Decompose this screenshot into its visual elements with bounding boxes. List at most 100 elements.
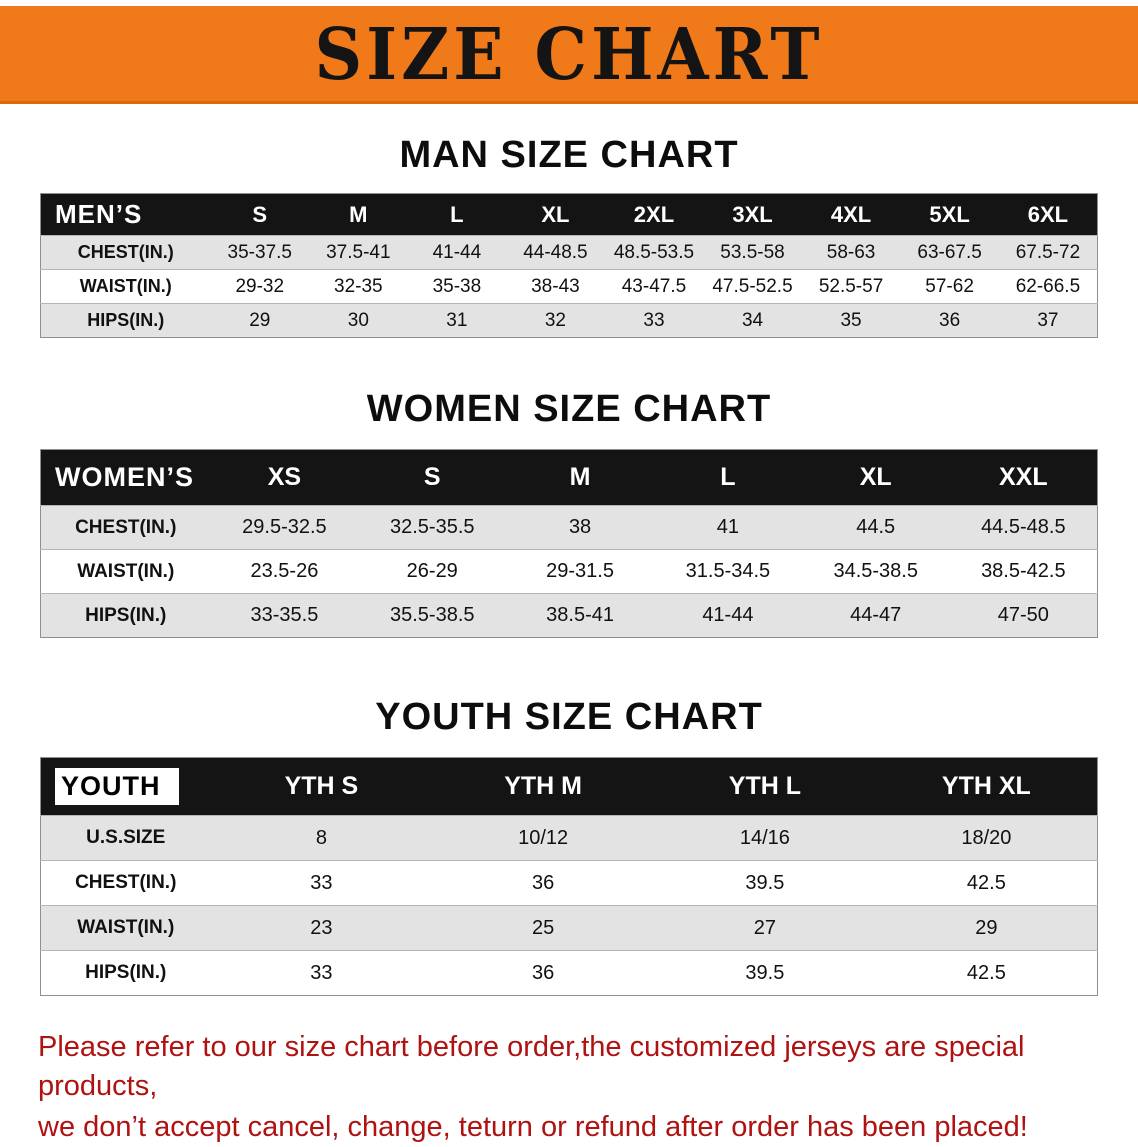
measurement-value: 36 <box>532 871 555 894</box>
measurement-label: WAIST(IN.) <box>77 560 175 582</box>
size-column-header: 6XL <box>998 193 1098 236</box>
table-header-row: MEN’S S M L XL 2XL 3XL 4XL 5XL 6XL <box>40 193 1098 236</box>
measurement-value: 43-47.5 <box>621 275 687 297</box>
measurement-value: 39.5 <box>745 961 785 984</box>
measurement-value: 8 <box>210 815 433 861</box>
size-column-header: S <box>358 449 507 506</box>
measurement-value: 23 <box>210 905 433 951</box>
measurement-value: 32 <box>506 303 605 338</box>
measurement-value: 33 <box>604 303 704 338</box>
measurement-row: HIPS(IN.) 29 30 31 32 33 34 35 36 37 <box>40 303 1098 338</box>
measurement-label: CHEST(IN.) <box>75 872 177 893</box>
size-column-header: XL <box>506 193 605 236</box>
size-column-header: L <box>653 449 802 506</box>
size-chart-page: SIZE CHART MAN SIZE CHART MEN’S S M L XL 2XL 3… <box>0 6 1138 1143</box>
measurement-value: 52.5-57 <box>818 275 884 297</box>
measurement-value: 31.5-34.5 <box>685 560 771 582</box>
section-title-men: MAN SIZE CHART <box>399 134 739 176</box>
measurement-row: HIPS(IN.) 33-35.5 35.5-38.5 38.5-41 41-44 44-… <box>40 593 1098 638</box>
measurement-label: CHEST(IN.) <box>40 505 211 550</box>
measurement-label: WAIST(IN.) <box>79 276 172 296</box>
measurement-value: 29 <box>875 905 1098 951</box>
women-size-table: WOMEN’S XS S M L XL XXL CHEST(IN.) 29.5-32.5 32.5… <box>40 449 1098 638</box>
measurement-value: 31 <box>407 303 507 338</box>
table-group-label-text: MEN’S <box>55 199 143 229</box>
size-column-header: XS <box>210 449 359 506</box>
measurement-label: HIPS(IN.) <box>85 962 167 983</box>
measurement-value: 62-66.5 <box>1015 275 1081 297</box>
table-group-label-text: WOMEN’S <box>55 462 194 492</box>
disclaimer-line-2: we don’t accept cancel, change, teturn o… <box>38 1111 1028 1144</box>
measurement-label: U.S.SIZE <box>40 815 211 861</box>
measurement-value: 38 <box>506 505 654 550</box>
measurement-row: CHEST(IN.) 33 36 39.5 42.5 <box>40 860 1098 906</box>
section-men: MAN SIZE CHART MEN’S S M L XL 2XL 3XL 4XL 5XL 6XL… <box>0 134 1138 338</box>
measurement-value: 44-47 <box>801 593 950 638</box>
banner: SIZE CHART <box>0 6 1138 104</box>
measurement-value: 36 <box>532 961 555 984</box>
measurement-value: 14/16 <box>654 815 876 861</box>
section-women: WOMEN SIZE CHART WOMEN’S XS S M L XL XXL CHEST(… <box>0 388 1138 638</box>
measurement-value: 67.5-72 <box>998 235 1098 270</box>
measurement-value: 53.5-58 <box>703 235 802 270</box>
measurement-value: 37 <box>998 303 1098 338</box>
men-size-table: MEN’S S M L XL 2XL 3XL 4XL 5XL 6XL CHEST(IN.) 35-37… <box>40 193 1098 338</box>
measurement-value: 44-48.5 <box>506 235 605 270</box>
measurement-label: WAIST(IN.) <box>40 905 211 951</box>
measurement-value: 47.5-52.5 <box>712 275 793 297</box>
section-title-women: WOMEN SIZE CHART <box>366 388 772 430</box>
measurement-value: 42.5 <box>966 961 1006 984</box>
measurement-value: 57-62 <box>925 275 974 297</box>
measurement-row: HIPS(IN.) 33 36 39.5 42.5 <box>40 950 1098 996</box>
size-column-header: 5XL <box>900 193 999 236</box>
size-column-header: L <box>407 193 507 236</box>
measurement-value: 63-67.5 <box>900 235 999 270</box>
size-column-header: S <box>210 193 310 236</box>
measurement-value: 26-29 <box>406 560 458 582</box>
measurement-value: 38-43 <box>531 275 580 297</box>
measurement-value: 41-44 <box>407 235 507 270</box>
size-column-header: M <box>309 193 408 236</box>
measurement-value: 35 <box>801 303 901 338</box>
measurement-value: 33 <box>310 871 333 894</box>
measurement-value: 27 <box>654 905 876 951</box>
measurement-value: 48.5-53.5 <box>604 235 704 270</box>
measurement-value: 25 <box>432 905 654 951</box>
size-column-header: YTH M <box>432 757 654 816</box>
measurement-value: 29 <box>210 303 310 338</box>
size-column-header: YTH L <box>654 757 876 816</box>
size-column-header: YTH S <box>210 757 433 816</box>
table-header-row: YOUTH YTH S YTH M YTH L YTH XL <box>40 757 1098 816</box>
measurement-row: WAIST(IN.) 29-32 32-35 35-38 38-43 43-47.5 47.… <box>40 269 1098 304</box>
measurement-value: 33-35.5 <box>210 593 359 638</box>
table-header-row: WOMEN’S XS S M L XL XXL <box>40 449 1098 506</box>
table-group-label: MEN’S <box>40 193 211 236</box>
table-group-label: WOMEN’S <box>40 449 211 506</box>
size-column-header: 2XL <box>604 193 704 236</box>
measurement-value: 47-50 <box>949 593 1098 638</box>
measurement-value: 32-35 <box>334 275 383 297</box>
measurement-value: 36 <box>900 303 999 338</box>
disclaimer-line-1: Please refer to our size chart before or… <box>38 1031 1025 1103</box>
size-column-header: 3XL <box>703 193 802 236</box>
table-group-label-text: YOUTH <box>55 767 179 806</box>
measurement-value: 29.5-32.5 <box>210 505 359 550</box>
size-column-header: M <box>506 449 654 506</box>
measurement-value: 37.5-41 <box>309 235 408 270</box>
measurement-row: CHEST(IN.) 29.5-32.5 32.5-35.5 38 41 44.5 44.5… <box>40 505 1098 550</box>
table-group-label: YOUTH <box>40 757 211 816</box>
measurement-value: 33 <box>310 961 333 984</box>
measurement-row: WAIST(IN.) 23 25 27 29 <box>40 905 1098 951</box>
measurement-label: HIPS(IN.) <box>40 303 211 338</box>
measurement-value: 58-63 <box>801 235 901 270</box>
measurement-value: 29-32 <box>235 275 285 297</box>
disclaimer: Please refer to our size chart before or… <box>38 1028 1138 1147</box>
measurement-row: WAIST(IN.) 23.5-26 26-29 29-31.5 31.5-34.5 34… <box>40 549 1098 594</box>
measurement-value: 34 <box>703 303 802 338</box>
measurement-value: 41 <box>653 505 802 550</box>
size-column-header: XXL <box>949 449 1098 506</box>
measurement-value: 30 <box>309 303 408 338</box>
page-title: SIZE CHART <box>314 11 824 96</box>
size-column-header: XL <box>801 449 950 506</box>
measurement-value: 44.5-48.5 <box>949 505 1098 550</box>
